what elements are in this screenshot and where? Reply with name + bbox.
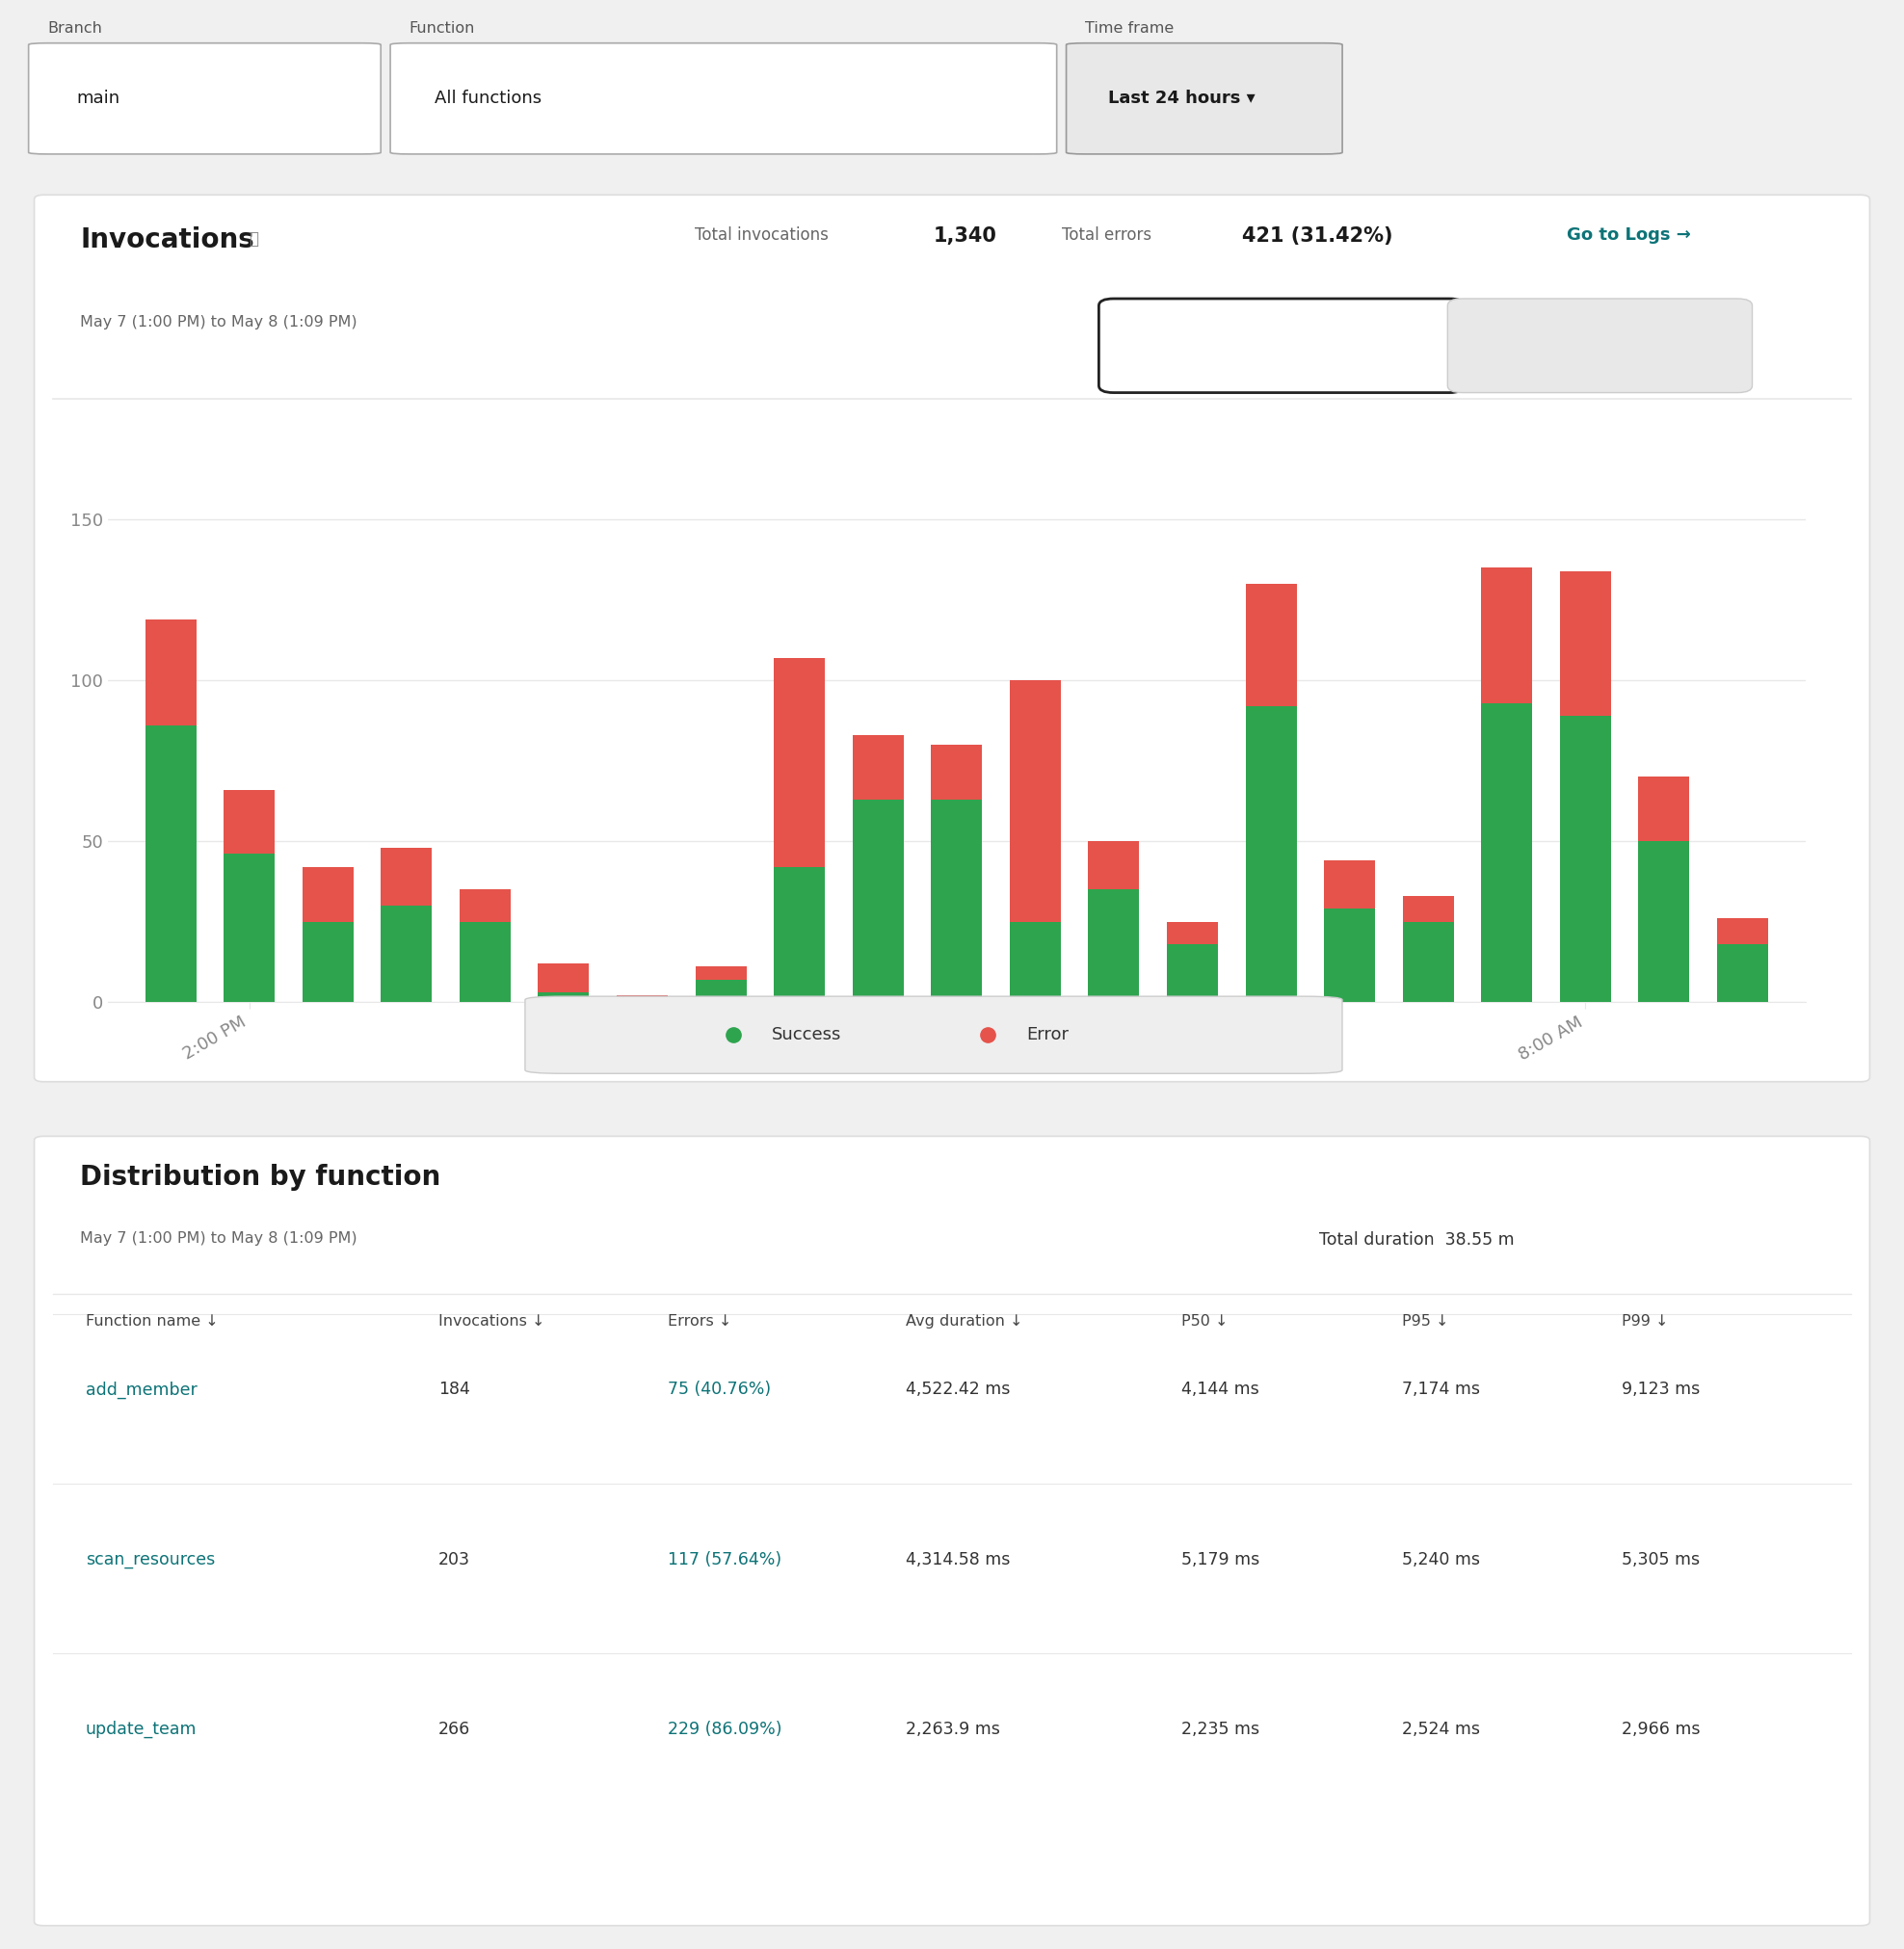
- Text: Total duration  38.55 m: Total duration 38.55 m: [1319, 1232, 1514, 1247]
- Bar: [773, 659, 824, 867]
- Text: 266: 266: [438, 1721, 470, 1739]
- Bar: [381, 906, 432, 1002]
- Bar: [1403, 922, 1455, 1002]
- Text: Total invocations: Total invocations: [695, 226, 828, 244]
- Text: 117 (57.64%): 117 (57.64%): [668, 1551, 781, 1569]
- Text: scan_resources: scan_resources: [86, 1551, 215, 1569]
- Bar: [1009, 922, 1061, 1002]
- Bar: [1245, 706, 1297, 1002]
- Bar: [931, 799, 982, 1002]
- Text: Function: Function: [409, 21, 476, 35]
- Bar: [223, 789, 274, 854]
- Text: P99 ↓: P99 ↓: [1622, 1314, 1668, 1329]
- Text: 7,174 ms: 7,174 ms: [1401, 1382, 1479, 1397]
- Text: Success: Success: [771, 1027, 842, 1043]
- Bar: [1639, 778, 1689, 842]
- Text: P95 ↓: P95 ↓: [1401, 1314, 1449, 1329]
- Text: 203: 203: [438, 1551, 470, 1569]
- Bar: [145, 620, 196, 725]
- Bar: [303, 922, 354, 1002]
- Text: Last 24 hours ▾: Last 24 hours ▾: [1108, 90, 1255, 107]
- FancyBboxPatch shape: [390, 43, 1057, 154]
- Bar: [381, 848, 432, 906]
- Bar: [303, 867, 354, 922]
- Text: 421 (31.42%): 421 (31.42%): [1241, 226, 1394, 246]
- Bar: [539, 963, 588, 992]
- Bar: [853, 735, 904, 799]
- Text: 4,522.42 ms: 4,522.42 ms: [906, 1382, 1011, 1397]
- Bar: [539, 992, 588, 1002]
- Text: Invocations ↓: Invocations ↓: [438, 1314, 545, 1329]
- Bar: [1481, 704, 1533, 1002]
- Text: ⓘ: ⓘ: [249, 230, 259, 248]
- Bar: [1089, 842, 1139, 889]
- Bar: [695, 980, 746, 1002]
- Bar: [459, 922, 510, 1002]
- Text: 5,305 ms: 5,305 ms: [1622, 1551, 1700, 1569]
- Bar: [931, 745, 982, 799]
- Text: 9,123 ms: 9,123 ms: [1622, 1382, 1700, 1397]
- Bar: [1245, 585, 1297, 706]
- Text: Total errors: Total errors: [1062, 226, 1152, 244]
- Text: All Statuses: All Statuses: [1554, 339, 1645, 353]
- Text: 2,263.9 ms: 2,263.9 ms: [906, 1721, 1000, 1739]
- Text: 2,966 ms: 2,966 ms: [1622, 1721, 1700, 1739]
- Text: Avg duration ↓: Avg duration ↓: [906, 1314, 1022, 1329]
- Text: 2,235 ms: 2,235 ms: [1180, 1721, 1260, 1739]
- Text: 4,144 ms: 4,144 ms: [1180, 1382, 1259, 1397]
- Bar: [145, 725, 196, 1002]
- Text: 75 (40.76%): 75 (40.76%): [668, 1382, 771, 1397]
- Text: Go to Logs →: Go to Logs →: [1567, 226, 1691, 244]
- Bar: [1559, 715, 1611, 1002]
- Text: Function name ↓: Function name ↓: [86, 1314, 219, 1329]
- Bar: [1403, 897, 1455, 922]
- Bar: [1717, 943, 1769, 1002]
- Bar: [1481, 567, 1533, 704]
- Text: add_member: add_member: [86, 1382, 198, 1399]
- Text: 5,240 ms: 5,240 ms: [1401, 1551, 1479, 1569]
- FancyBboxPatch shape: [29, 43, 381, 154]
- Bar: [1639, 842, 1689, 1002]
- Text: Errors ↓: Errors ↓: [668, 1314, 731, 1329]
- Text: main: main: [76, 90, 120, 107]
- FancyBboxPatch shape: [1066, 43, 1342, 154]
- Text: All functions: All functions: [434, 90, 541, 107]
- Bar: [773, 867, 824, 1002]
- Text: 5,179 ms: 5,179 ms: [1180, 1551, 1260, 1569]
- Text: Branch: Branch: [48, 21, 103, 35]
- Bar: [1559, 571, 1611, 715]
- Text: P50 ↓: P50 ↓: [1180, 1314, 1228, 1329]
- Text: Time frame: Time frame: [1085, 21, 1175, 35]
- Bar: [1167, 943, 1219, 1002]
- Text: 229 (86.09%): 229 (86.09%): [668, 1721, 783, 1739]
- Bar: [1717, 918, 1769, 943]
- FancyBboxPatch shape: [526, 996, 1342, 1074]
- Bar: [1323, 860, 1375, 908]
- Bar: [223, 854, 274, 1002]
- FancyBboxPatch shape: [34, 1136, 1870, 1926]
- Text: May 7 (1:00 PM) to May 8 (1:09 PM): May 7 (1:00 PM) to May 8 (1:09 PM): [80, 314, 358, 329]
- Text: Succcess / Error: Succcess / Error: [1211, 339, 1350, 353]
- Text: Distribution by function: Distribution by function: [80, 1164, 440, 1191]
- Text: 2,524 ms: 2,524 ms: [1401, 1721, 1479, 1739]
- FancyBboxPatch shape: [34, 195, 1870, 1082]
- Text: 1,340: 1,340: [933, 226, 998, 246]
- Bar: [617, 996, 668, 1002]
- Bar: [1323, 908, 1375, 1002]
- Text: 184: 184: [438, 1382, 470, 1397]
- Text: 4,314.58 ms: 4,314.58 ms: [906, 1551, 1011, 1569]
- Text: Invocations: Invocations: [80, 226, 255, 253]
- Text: May 7 (1:00 PM) to May 8 (1:09 PM): May 7 (1:00 PM) to May 8 (1:09 PM): [80, 1232, 358, 1245]
- Bar: [459, 889, 510, 922]
- Bar: [1089, 889, 1139, 1002]
- Bar: [853, 799, 904, 1002]
- Bar: [695, 967, 746, 980]
- Bar: [1167, 922, 1219, 943]
- FancyBboxPatch shape: [1099, 298, 1464, 392]
- Bar: [1009, 680, 1061, 922]
- Text: update_team: update_team: [86, 1721, 196, 1739]
- FancyBboxPatch shape: [1447, 298, 1752, 392]
- Text: Error: Error: [1026, 1027, 1068, 1043]
